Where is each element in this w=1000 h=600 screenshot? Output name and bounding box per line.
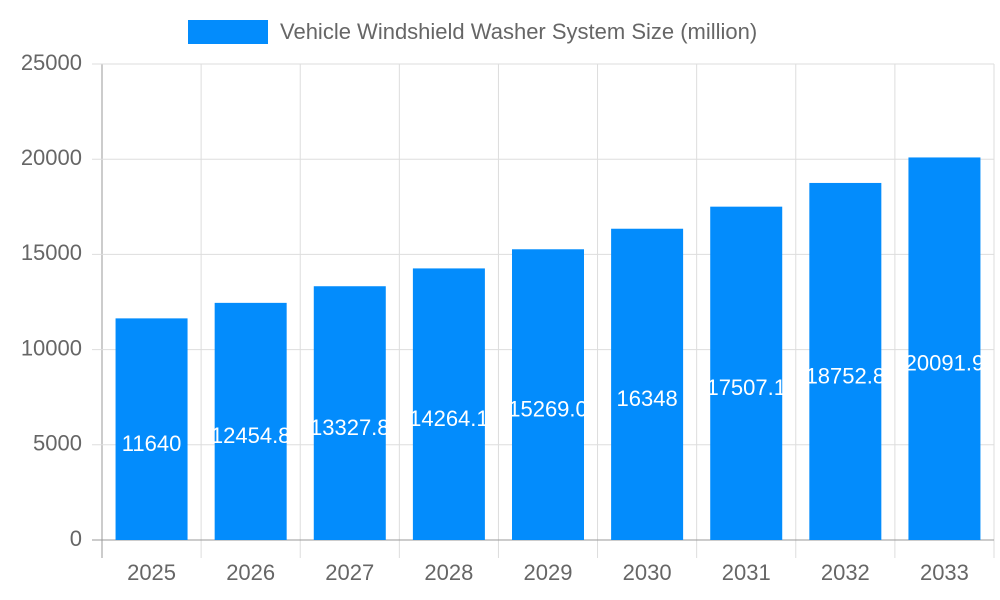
- y-tick-label: 0: [70, 526, 82, 551]
- data-label: 11640: [122, 431, 182, 456]
- y-tick-label: 5000: [33, 431, 82, 456]
- x-tick-label: 2028: [424, 560, 473, 585]
- bar: [908, 157, 981, 540]
- bar: [611, 228, 684, 541]
- bar: [115, 318, 188, 540]
- bar: [412, 268, 485, 540]
- bar: [313, 286, 386, 540]
- x-tick-label: 2032: [821, 560, 870, 585]
- legend-swatch: [188, 20, 268, 44]
- x-tick-label: 2033: [920, 560, 969, 585]
- bar: [214, 302, 287, 540]
- data-label: 18752.8: [806, 363, 886, 388]
- data-label: 14264.1: [409, 406, 489, 431]
- legend-label: Vehicle Windshield Washer System Size (m…: [280, 19, 757, 44]
- data-label: 15269.0: [508, 396, 588, 421]
- x-tick-label: 2031: [722, 560, 771, 585]
- x-tick-label: 2025: [127, 560, 176, 585]
- x-tick-label: 2030: [623, 560, 672, 585]
- x-tick-label: 2029: [524, 560, 573, 585]
- x-tick-label: 2027: [325, 560, 374, 585]
- data-label: 20091.9: [905, 351, 985, 376]
- bar: [710, 206, 783, 541]
- y-tick-label: 15000: [21, 240, 82, 265]
- data-label: 16348: [617, 386, 678, 411]
- bar: [809, 182, 882, 540]
- y-tick-label: 10000: [21, 335, 82, 360]
- data-label: 13327.8: [310, 415, 390, 440]
- data-label: 17507.1: [706, 375, 786, 400]
- y-tick-label: 20000: [21, 145, 82, 170]
- x-tick-label: 2026: [226, 560, 275, 585]
- bar: [512, 249, 584, 540]
- y-tick-label: 25000: [21, 50, 82, 75]
- data-label: 12454.8: [211, 423, 291, 448]
